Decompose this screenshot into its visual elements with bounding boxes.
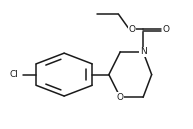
Text: O: O bbox=[117, 93, 124, 102]
Text: Cl: Cl bbox=[9, 70, 18, 79]
Text: O: O bbox=[128, 25, 135, 34]
Text: O: O bbox=[163, 25, 169, 34]
Text: N: N bbox=[140, 47, 146, 56]
